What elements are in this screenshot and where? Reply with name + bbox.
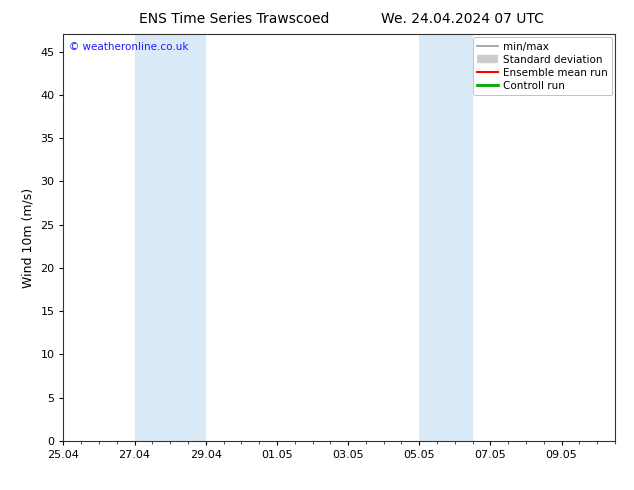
Text: ENS Time Series Trawscoed: ENS Time Series Trawscoed bbox=[139, 12, 330, 26]
Text: We. 24.04.2024 07 UTC: We. 24.04.2024 07 UTC bbox=[382, 12, 544, 26]
Legend: min/max, Standard deviation, Ensemble mean run, Controll run: min/max, Standard deviation, Ensemble me… bbox=[473, 37, 612, 95]
Text: © weatheronline.co.uk: © weatheronline.co.uk bbox=[69, 43, 188, 52]
Bar bbox=[419, 34, 472, 441]
Y-axis label: Wind 10m (m/s): Wind 10m (m/s) bbox=[22, 188, 35, 288]
Bar bbox=[134, 34, 206, 441]
